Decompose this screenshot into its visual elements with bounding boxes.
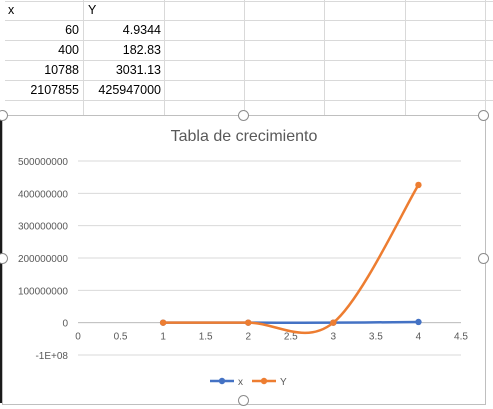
data-point — [245, 319, 252, 326]
cell-y-row3[interactable]: 3031.13 — [115, 63, 161, 77]
cell-x-row4[interactable]: 2107855 — [30, 83, 79, 97]
header-x-cell[interactable]: x — [8, 3, 15, 17]
x-tick-label: 2 — [245, 332, 251, 343]
resize-handle-bottom[interactable] — [238, 395, 249, 406]
legend-label: x — [238, 377, 243, 388]
x-tick-label: 3 — [331, 332, 337, 343]
chart-object[interactable]: Tabla de crecimiento 500000000 400000000 3… — [2, 115, 486, 405]
y-tick-label: -1E+08 — [35, 351, 68, 362]
data-point — [415, 318, 422, 326]
x-tick-label: 0 — [75, 332, 81, 343]
cell-x-row2[interactable]: 400 — [58, 43, 79, 57]
legend-marker — [218, 377, 226, 385]
cell-y-row1[interactable]: 4.9344 — [122, 23, 161, 37]
resize-handle-top-left[interactable] — [0, 110, 8, 121]
y-tick-label: 400000000 — [18, 189, 68, 200]
x-tick-label: 4 — [416, 332, 422, 343]
cell-x-row1[interactable]: 60 — [65, 23, 79, 37]
x-tick-label: 0.5 — [114, 332, 128, 343]
y-axis-tick-labels: 500000000 400000000 300000000 200000000 1000… — [18, 157, 69, 362]
legend-marker — [260, 377, 268, 385]
x-tick-label: 3.5 — [369, 332, 383, 343]
chart-series — [159, 181, 422, 335]
cell-y-row4[interactable]: 425947000 — [98, 83, 161, 97]
x-tick-label: 4.5 — [454, 332, 468, 343]
chart-title: Tabla de crecimiento — [171, 128, 318, 145]
x-tick-label: 1 — [160, 332, 166, 343]
header-y-cell[interactable]: Y — [88, 3, 97, 17]
y-tick-label: 200000000 — [18, 254, 68, 265]
resize-handle-top-right[interactable] — [478, 110, 489, 121]
y-tick-label: 0 — [62, 319, 68, 330]
data-point — [415, 181, 422, 189]
x-tick-label: 1.5 — [199, 332, 213, 343]
cell-y-row2[interactable]: 182.83 — [122, 43, 161, 57]
spreadsheet-grid: x Y 60 4.9344 400 182.83 10788 3031.13 2… — [0, 0, 493, 120]
data-point — [159, 319, 167, 326]
resize-handle-left[interactable] — [0, 253, 8, 264]
y-tick-label: 500000000 — [18, 157, 68, 168]
y-tick-label: 300000000 — [18, 222, 68, 233]
resize-handle-top[interactable] — [238, 110, 249, 121]
series-line-y — [163, 184, 420, 335]
legend-label: Y — [280, 377, 287, 388]
line-chart: Tabla de crecimiento 500000000 400000000 3… — [18, 128, 468, 388]
data-point — [330, 319, 337, 326]
cell-x-row3[interactable]: 10788 — [44, 63, 79, 77]
x-axis-tick-labels: 0 0.5 1 1.5 2 2.5 3 3.5 4 4.5 — [75, 332, 468, 343]
x-tick-label: 2.5 — [284, 332, 298, 343]
y-tick-label: 100000000 — [18, 286, 68, 297]
resize-handle-right[interactable] — [478, 253, 489, 264]
